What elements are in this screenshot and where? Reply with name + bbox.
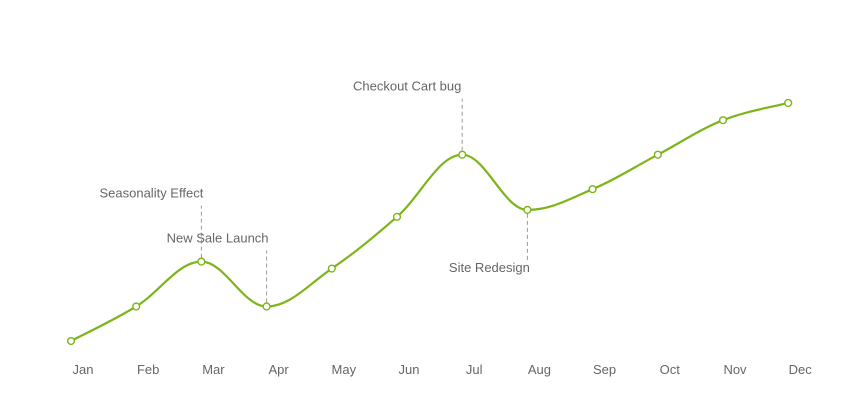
x-tick-label-feb: Feb <box>137 362 159 377</box>
data-point-feb <box>132 302 141 311</box>
series-line <box>70 101 789 342</box>
x-tick-label-oct: Oct <box>660 362 681 377</box>
annotation-label-mar: Seasonality Effect <box>99 186 203 201</box>
annotation-label-jul: Checkout Cart bug <box>353 79 461 94</box>
data-point-nov <box>718 116 728 125</box>
x-tick-label-jun: Jun <box>399 362 420 377</box>
x-tick-label-jan: Jan <box>73 362 94 377</box>
x-tick-label-dec: Dec <box>789 362 813 377</box>
data-point-apr <box>262 302 271 311</box>
x-tick-label-mar: Mar <box>202 362 225 377</box>
data-point-sep <box>588 185 597 194</box>
annotation-label-aug: Site Redesign <box>449 260 530 275</box>
x-tick-label-apr: Apr <box>268 362 289 377</box>
x-tick-label-jul: Jul <box>466 362 483 377</box>
data-point-aug <box>523 205 532 215</box>
data-point-mar <box>197 257 206 266</box>
data-point-jul <box>458 150 467 159</box>
data-points <box>66 98 793 346</box>
x-tick-label-sep: Sep <box>593 362 616 377</box>
data-point-jun <box>392 212 402 221</box>
x-tick-label-may: May <box>332 362 357 377</box>
data-point-dec <box>784 98 793 108</box>
annotations: Seasonality Effect New Sale Launch Checkou… <box>99 79 530 303</box>
data-point-may <box>327 264 336 273</box>
data-point-oct <box>653 150 662 159</box>
annotation-label-apr: New Sale Launch <box>167 231 269 246</box>
x-axis-ticks: Jan Feb Mar Apr May Jun Jul Aug Sep Oct Nov Dec <box>73 362 813 377</box>
x-tick-label-nov: Nov <box>723 362 747 377</box>
data-point-jan <box>66 336 76 346</box>
x-tick-label-aug: Aug <box>528 362 551 377</box>
